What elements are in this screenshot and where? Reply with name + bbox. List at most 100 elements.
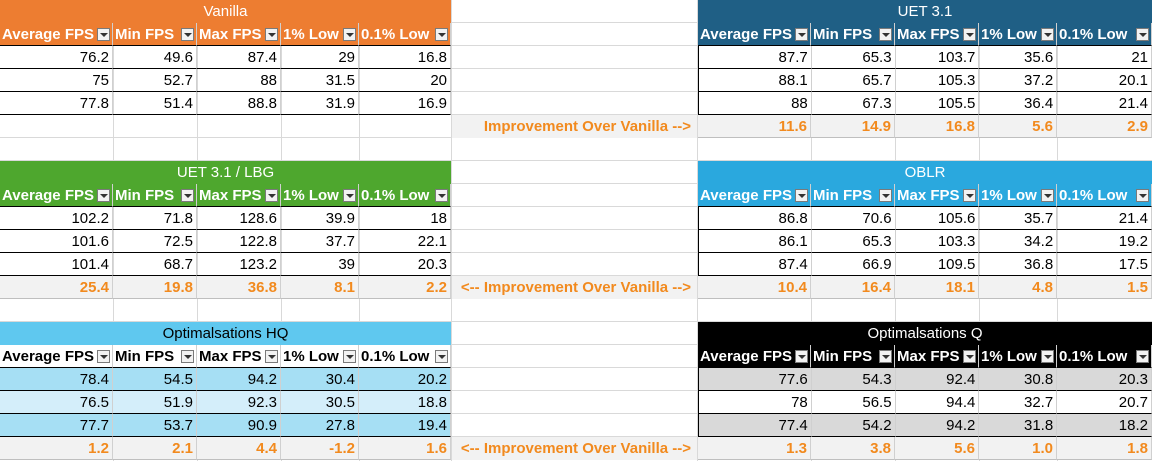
table-cell[interactable]: 77.7 (0, 414, 113, 437)
table-cell[interactable]: 53.7 (113, 414, 197, 437)
column-header[interactable]: 0.1% Low (1057, 345, 1152, 368)
filter-dropdown-icon[interactable] (879, 27, 892, 41)
table-cell[interactable]: 77.4 (699, 414, 812, 437)
table-cell[interactable]: 30.8 (979, 368, 1058, 391)
column-header[interactable]: Min FPS (113, 23, 197, 46)
filter-dropdown-icon[interactable] (97, 349, 110, 363)
filter-dropdown-icon[interactable] (963, 349, 976, 363)
table-cell[interactable]: 16.8 (359, 46, 451, 69)
table-cell[interactable]: 92.3 (197, 391, 281, 414)
table-cell[interactable]: 78.4 (0, 368, 113, 391)
column-header[interactable]: 1% Low (979, 23, 1057, 46)
table-cell[interactable]: 31.5 (281, 69, 359, 92)
column-header[interactable]: Max FPS (895, 184, 979, 207)
improvement-cell[interactable]: 10.4 (698, 276, 811, 299)
table-cell[interactable]: 20.3 (1057, 368, 1152, 391)
table-cell[interactable]: 65.3 (811, 46, 896, 69)
filter-dropdown-icon[interactable] (435, 349, 448, 363)
column-header[interactable]: Average FPS (698, 23, 811, 46)
table-cell[interactable]: 21.4 (1057, 207, 1152, 230)
table-cell[interactable]: 71.8 (113, 207, 197, 230)
filter-dropdown-icon[interactable] (181, 188, 194, 202)
improvement-cell[interactable]: 1.6 (359, 437, 451, 460)
table-cell[interactable]: 101.6 (0, 230, 113, 253)
table-cell[interactable]: 30.4 (281, 368, 359, 391)
column-header[interactable]: Max FPS (895, 23, 979, 46)
table-cell[interactable]: 88.1 (699, 69, 812, 92)
filter-dropdown-icon[interactable] (97, 188, 110, 202)
improvement-cell[interactable]: 5.6 (895, 437, 979, 460)
filter-dropdown-icon[interactable] (795, 349, 808, 363)
table-cell[interactable]: 17.5 (1057, 253, 1152, 276)
improvement-cell[interactable]: 16.8 (895, 115, 979, 138)
improvement-cell[interactable]: 25.4 (0, 276, 113, 299)
table-cell[interactable]: 54.3 (811, 368, 896, 391)
table-cell[interactable]: 51.4 (113, 92, 197, 115)
filter-dropdown-icon[interactable] (1136, 188, 1149, 202)
column-header[interactable]: 1% Low (281, 184, 359, 207)
column-header[interactable]: Min FPS (811, 345, 895, 368)
column-header[interactable]: Average FPS (0, 23, 113, 46)
filter-dropdown-icon[interactable] (879, 349, 892, 363)
filter-dropdown-icon[interactable] (343, 27, 356, 41)
table-cell[interactable]: 22.1 (359, 230, 451, 253)
table-cell[interactable]: 67.3 (811, 92, 896, 115)
filter-dropdown-icon[interactable] (97, 27, 110, 41)
filter-dropdown-icon[interactable] (1041, 188, 1054, 202)
filter-dropdown-icon[interactable] (435, 27, 448, 41)
table-cell[interactable]: 37.7 (281, 230, 359, 253)
table-cell[interactable]: 37.2 (979, 69, 1058, 92)
improvement-cell[interactable]: 2.2 (359, 276, 451, 299)
table-cell[interactable]: 87.4 (699, 253, 812, 276)
table-cell[interactable]: 66.9 (811, 253, 896, 276)
table-cell[interactable]: 35.7 (979, 207, 1058, 230)
table-cell[interactable]: 65.3 (811, 230, 896, 253)
table-cell[interactable]: 20 (359, 69, 451, 92)
improvement-cell[interactable]: 8.1 (281, 276, 359, 299)
table-cell[interactable]: 31.9 (281, 92, 359, 115)
table-cell[interactable]: 70.6 (811, 207, 896, 230)
table-cell[interactable]: 18 (359, 207, 451, 230)
table-cell[interactable]: 88.8 (197, 92, 281, 115)
column-header[interactable]: Average FPS (0, 345, 113, 368)
filter-dropdown-icon[interactable] (265, 349, 278, 363)
column-header[interactable]: Max FPS (895, 345, 979, 368)
table-cell[interactable]: 35.6 (979, 46, 1058, 69)
improvement-cell[interactable]: 14.9 (811, 115, 895, 138)
table-cell[interactable]: 19.4 (359, 414, 451, 437)
column-header[interactable]: 0.1% Low (1057, 23, 1152, 46)
filter-dropdown-icon[interactable] (795, 188, 808, 202)
table-cell[interactable]: 94.4 (895, 391, 980, 414)
table-cell[interactable]: 77.6 (699, 368, 812, 391)
filter-dropdown-icon[interactable] (963, 27, 976, 41)
table-cell[interactable]: 86.1 (699, 230, 812, 253)
column-header[interactable]: Average FPS (0, 184, 113, 207)
filter-dropdown-icon[interactable] (1041, 27, 1054, 41)
column-header[interactable]: Max FPS (197, 184, 281, 207)
column-header[interactable]: 1% Low (281, 23, 359, 46)
column-header[interactable]: Min FPS (811, 184, 895, 207)
filter-dropdown-icon[interactable] (181, 349, 194, 363)
improvement-cell[interactable]: 1.0 (979, 437, 1057, 460)
improvement-cell[interactable]: 4.4 (197, 437, 281, 460)
column-header[interactable]: Min FPS (113, 345, 197, 368)
table-cell[interactable]: 54.2 (811, 414, 896, 437)
column-header[interactable]: 0.1% Low (1057, 184, 1152, 207)
improvement-cell[interactable]: 1.8 (1057, 437, 1152, 460)
table-cell[interactable]: 103.7 (895, 46, 980, 69)
table-cell[interactable]: 90.9 (197, 414, 281, 437)
improvement-cell[interactable]: 11.6 (698, 115, 811, 138)
table-cell[interactable]: 56.5 (811, 391, 896, 414)
filter-dropdown-icon[interactable] (795, 27, 808, 41)
table-cell[interactable]: 94.2 (197, 368, 281, 391)
improvement-cell[interactable]: -1.2 (281, 437, 359, 460)
improvement-cell[interactable]: 5.6 (979, 115, 1057, 138)
column-header[interactable]: 0.1% Low (359, 23, 451, 46)
improvement-cell[interactable]: 2.1 (113, 437, 197, 460)
table-cell[interactable]: 105.3 (895, 69, 980, 92)
table-cell[interactable]: 94.2 (895, 414, 980, 437)
column-header[interactable]: Max FPS (197, 23, 281, 46)
column-header[interactable]: 0.1% Low (359, 184, 451, 207)
table-cell[interactable]: 16.9 (359, 92, 451, 115)
table-cell[interactable]: 87.4 (197, 46, 281, 69)
